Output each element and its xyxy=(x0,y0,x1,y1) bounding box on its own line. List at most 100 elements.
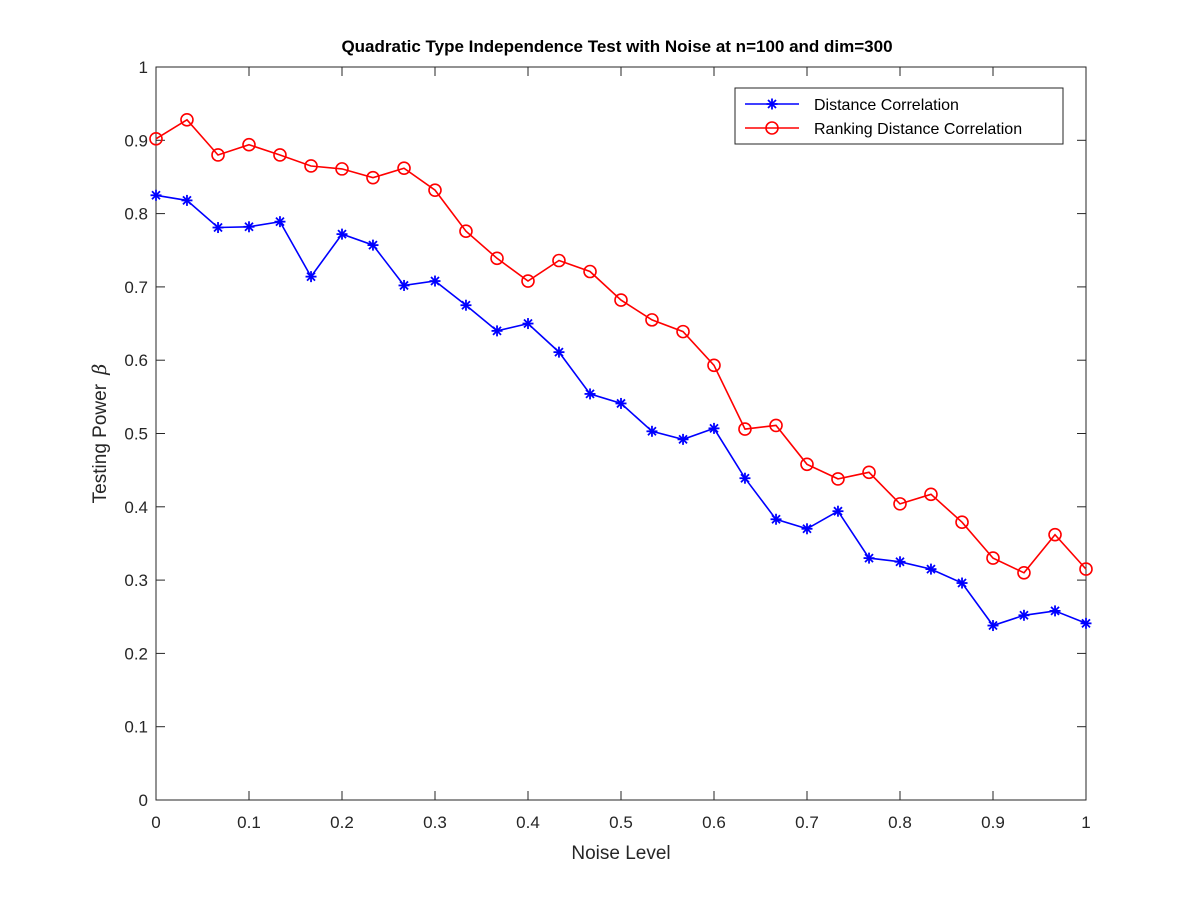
data-point xyxy=(739,472,751,484)
legend-item: Ranking Distance Correlation xyxy=(745,121,1022,138)
x-tick-label: 0.1 xyxy=(237,813,261,832)
data-point xyxy=(800,457,814,472)
data-point xyxy=(552,253,566,268)
data-point xyxy=(274,216,286,228)
data-point xyxy=(893,497,907,511)
data-point xyxy=(149,132,163,146)
data-point xyxy=(522,318,534,330)
y-axis-label: Testing Power β xyxy=(89,364,111,504)
data-point xyxy=(831,472,845,486)
data-point xyxy=(273,148,287,162)
data-point xyxy=(646,425,658,437)
data-point xyxy=(212,222,224,234)
data-point xyxy=(150,189,162,201)
data-point xyxy=(304,159,318,173)
y-tick-label: 0.6 xyxy=(124,351,148,370)
data-point xyxy=(336,228,348,240)
series-line xyxy=(155,118,1087,574)
data-point xyxy=(738,422,752,436)
data-point xyxy=(583,264,597,279)
y-tick-label: 0.2 xyxy=(124,644,148,663)
y-tick-label: 0.1 xyxy=(124,718,148,737)
y-tick-label: 0.8 xyxy=(124,205,148,224)
data-point xyxy=(243,221,255,233)
data-point xyxy=(242,137,256,152)
y-tick-label: 0 xyxy=(139,791,148,810)
data-point xyxy=(1080,617,1092,629)
data-point xyxy=(1048,527,1062,542)
data-point xyxy=(397,161,411,175)
x-tick-label: 0.5 xyxy=(609,813,633,832)
series-2 xyxy=(149,112,1093,580)
x-tick-label: 1 xyxy=(1081,813,1090,832)
data-point xyxy=(770,513,782,525)
legend-label: Distance Correlation xyxy=(814,97,959,114)
data-point xyxy=(305,271,317,283)
y-tick-label: 0.9 xyxy=(124,131,148,150)
data-point xyxy=(398,279,410,291)
data-point xyxy=(801,523,813,535)
legend-label: Ranking Distance Correlation xyxy=(814,121,1022,138)
y-tick-label: 0.7 xyxy=(124,278,148,297)
y-tick-label: 0.4 xyxy=(124,498,148,517)
legend-item: Distance Correlation xyxy=(745,97,959,114)
data-point xyxy=(428,183,442,197)
x-tick-label: 0 xyxy=(151,813,160,832)
y-axis-label-symbol: β xyxy=(89,364,111,376)
data-point xyxy=(553,346,565,358)
data-point xyxy=(1049,605,1061,617)
x-tick-label: 0.7 xyxy=(795,813,819,832)
legend: Distance Correlation Ranking Distance Cor… xyxy=(734,87,1064,145)
y-tick-label: 0.3 xyxy=(124,571,148,590)
data-point xyxy=(211,148,225,162)
data-point xyxy=(459,224,473,238)
x-axis-label: Noise Level xyxy=(571,843,670,864)
data-point xyxy=(955,515,969,529)
data-point xyxy=(1018,609,1030,621)
x-tick-label: 0.2 xyxy=(330,813,354,832)
data-point xyxy=(863,552,875,564)
x-tick-label: 0.4 xyxy=(516,813,540,832)
data-point xyxy=(894,556,906,568)
data-point xyxy=(769,418,783,433)
x-tick-label: 0.3 xyxy=(423,813,447,832)
data-point xyxy=(614,293,628,307)
y-axis-label-text: Testing Power xyxy=(90,383,111,503)
data-point xyxy=(491,325,503,337)
data-point xyxy=(708,422,720,434)
data-point xyxy=(1079,562,1093,576)
legend-box xyxy=(734,87,1064,145)
data-point xyxy=(986,551,1000,565)
y-tick-label: 1 xyxy=(139,58,148,77)
series-1 xyxy=(150,189,1092,632)
data-point xyxy=(832,505,844,517)
data-point xyxy=(615,397,627,409)
data-point xyxy=(584,388,596,400)
data-point xyxy=(924,487,938,502)
data-point xyxy=(335,162,349,176)
data-point xyxy=(925,563,937,575)
data-point xyxy=(956,577,968,589)
data-point xyxy=(366,170,380,185)
data-point xyxy=(677,433,689,445)
x-tick-label: 0.6 xyxy=(702,813,726,832)
data-point xyxy=(181,194,193,206)
data-point xyxy=(180,112,194,127)
data-point xyxy=(460,299,472,311)
data-point xyxy=(367,239,379,251)
plot-area xyxy=(155,66,1087,801)
data-point xyxy=(676,324,690,339)
data-point xyxy=(429,275,441,287)
legend-marker xyxy=(766,98,778,110)
data-point xyxy=(707,358,721,373)
data-point xyxy=(1017,565,1031,580)
data-point xyxy=(987,620,999,632)
axis-ticks: 0 0.1 0.2 0.3 0.4 0.5 0.6 0.7 0.8 0.9 1 0 0.1 0.2 0.3 0… xyxy=(124,58,1090,832)
legend-marker xyxy=(765,121,779,135)
y-tick-label: 0.5 xyxy=(124,425,148,444)
chart-title: Quadratic Type Independence Test with No… xyxy=(341,37,892,56)
x-tick-label: 0.8 xyxy=(888,813,912,832)
data-point xyxy=(490,251,504,266)
data-point xyxy=(862,465,876,480)
